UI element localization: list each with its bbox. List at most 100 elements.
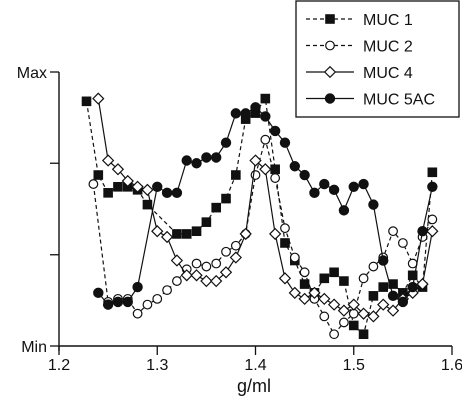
series-muc-1: [81, 93, 438, 340]
data-point-muc-4: [131, 180, 144, 193]
data-point-muc-5ac: [220, 137, 232, 148]
data-point-muc-1: [211, 202, 221, 213]
series-layer: [81, 92, 439, 340]
x-tick-label: 1.3: [146, 357, 168, 374]
data-point-muc-2: [358, 273, 369, 284]
data-point-muc-4: [367, 310, 380, 323]
data-point-muc-4: [101, 154, 115, 167]
legend-item-muc-1: MUC 1: [306, 12, 413, 29]
data-point-muc-2: [397, 238, 408, 248]
data-point-muc-1: [378, 282, 389, 292]
data-point-muc-2: [280, 223, 290, 234]
data-point-muc-4: [190, 269, 203, 282]
data-point-muc-2: [270, 173, 281, 183]
data-point-muc-5ac: [201, 152, 212, 163]
legend-label: MUC 2: [363, 39, 413, 56]
data-point-muc-5ac: [328, 184, 340, 196]
data-point-muc-4: [327, 298, 341, 311]
data-point-muc-2: [368, 261, 379, 272]
data-point-muc-4: [151, 225, 164, 238]
data-point-muc-4: [269, 227, 282, 241]
legend-marker: [323, 65, 337, 79]
data-point-muc-5ac: [338, 205, 350, 216]
data-point-muc-1: [388, 279, 398, 289]
legend-label: MUC 5AC: [363, 92, 435, 109]
data-point-muc-4: [426, 225, 439, 238]
data-point-muc-5ac: [181, 155, 192, 166]
data-point-muc-4: [229, 251, 242, 264]
x-ticks: 1.2 1.3 1.4 1.5 1.6: [48, 346, 462, 374]
series-muc-5ac: [93, 102, 438, 310]
data-point-muc-5ac: [299, 169, 310, 181]
data-point-muc-4: [180, 269, 193, 282]
data-point-muc-5ac: [279, 137, 291, 148]
data-point-muc-1: [358, 329, 369, 340]
legend-box: [295, 0, 460, 118]
data-point-muc-2: [260, 134, 271, 145]
data-point-muc-1: [81, 96, 92, 107]
data-point-muc-1: [427, 167, 438, 178]
data-point-muc-5ac: [122, 296, 133, 308]
data-point-muc-2: [171, 276, 182, 286]
legend-item-muc-5ac: MUC 5AC: [306, 92, 435, 109]
x-tick-label: 1.5: [343, 357, 365, 374]
data-point-muc-1: [260, 93, 271, 104]
data-point-muc-1: [280, 238, 290, 248]
data-point-muc-4: [416, 277, 429, 291]
data-point-muc-5ac: [407, 281, 418, 293]
data-point-muc-5ac: [269, 125, 281, 137]
data-point-muc-2: [201, 261, 212, 272]
data-point-muc-5ac: [191, 158, 202, 169]
data-point-muc-1: [407, 270, 418, 281]
data-point-muc-4: [298, 292, 311, 306]
data-point-muc-5ac: [387, 290, 399, 302]
data-point-muc-1: [113, 182, 123, 192]
data-point-muc-2: [211, 258, 222, 269]
data-point-muc-5ac: [368, 199, 379, 210]
data-point-muc-4: [160, 230, 174, 244]
data-point-muc-4: [259, 163, 272, 176]
data-point-muc-4: [141, 183, 154, 196]
series-line-muc-1: [85, 96, 433, 336]
data-point-muc-4: [337, 304, 351, 317]
legend: MUC 1 MUC 2 MUC 4 MUC 5AC: [306, 12, 435, 109]
data-point-muc-4: [111, 163, 125, 176]
data-point-muc-4: [210, 274, 223, 288]
data-point-muc-5ac: [260, 111, 271, 122]
data-point-muc-1: [181, 229, 192, 239]
data-point-muc-4: [386, 304, 400, 317]
data-point-muc-1: [319, 273, 330, 284]
data-point-muc-1: [329, 267, 339, 278]
data-point-muc-5ac: [161, 187, 173, 199]
data-point-muc-2: [152, 293, 163, 304]
data-point-muc-4: [318, 292, 331, 306]
data-point-muc-4: [249, 154, 262, 167]
data-point-muc-5ac: [250, 102, 261, 113]
x-tick-label: 1.2: [48, 357, 70, 374]
data-point-muc-4: [288, 286, 301, 299]
data-point-muc-5ac: [378, 255, 389, 266]
data-point-muc-4: [170, 254, 184, 267]
data-point-muc-2: [162, 285, 172, 296]
data-point-muc-4: [377, 298, 390, 311]
data-point-muc-2: [339, 317, 349, 328]
data-point-muc-1: [191, 226, 202, 236]
data-point-muc-5ac: [210, 152, 222, 163]
legend-label: MUC 1: [363, 12, 413, 29]
data-point-muc-5ac: [102, 299, 114, 310]
legend-marker: [325, 40, 335, 51]
data-point-muc-2: [250, 170, 261, 180]
data-point-muc-2: [88, 179, 99, 189]
data-point-muc-5ac: [240, 108, 251, 119]
legend-marker: [324, 93, 336, 104]
data-point-muc-1: [93, 170, 104, 180]
data-point-muc-1: [339, 276, 349, 286]
data-point-muc-2: [289, 252, 300, 263]
legend-item-muc-4: MUC 4: [306, 65, 413, 82]
y-tick-label: Max: [17, 65, 47, 82]
x-tick-label: 1.4: [244, 357, 266, 374]
data-point-muc-4: [308, 286, 321, 299]
data-point-muc-1: [231, 170, 241, 180]
legend-marker: [325, 14, 335, 24]
data-point-muc-5ac: [289, 161, 300, 172]
